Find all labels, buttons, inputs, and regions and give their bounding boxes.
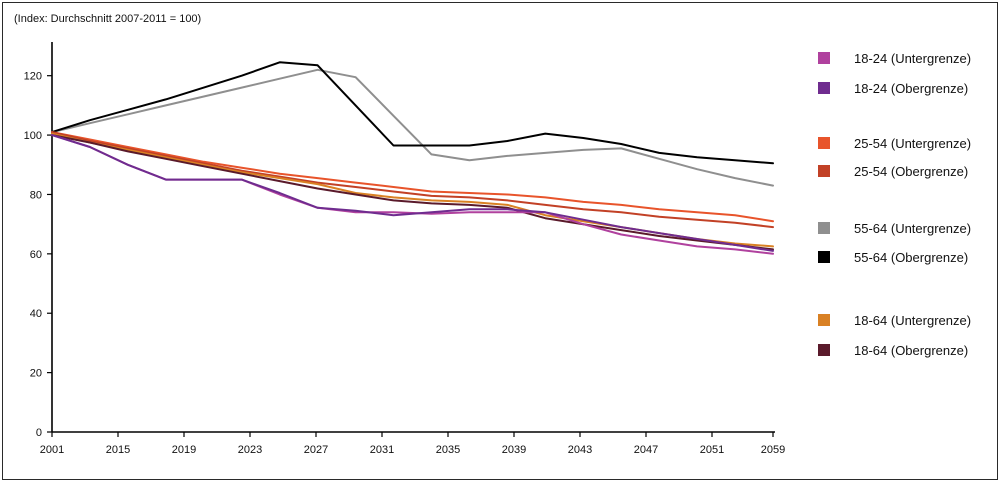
y-tick-label: 100 bbox=[24, 130, 42, 142]
legend-swatch bbox=[818, 82, 830, 94]
series-line-7 bbox=[51, 134, 774, 251]
legend-item: 25-54 (Obergrenze) bbox=[818, 163, 968, 179]
x-tick-label: 2051 bbox=[700, 444, 724, 456]
y-tick-label: 120 bbox=[24, 71, 42, 83]
legend-item: 18-64 (Untergrenze) bbox=[818, 312, 971, 328]
legend-label: 25-54 (Untergrenze) bbox=[854, 135, 972, 151]
chart-subtitle: (Index: Durchschnitt 2007-2011 = 100) bbox=[14, 13, 202, 25]
legend-swatch bbox=[818, 137, 830, 149]
y-tick-label: 20 bbox=[30, 368, 42, 380]
legend-swatch bbox=[818, 251, 830, 263]
series-line-1 bbox=[51, 134, 774, 252]
series-line-5 bbox=[51, 61, 774, 165]
series-line-3 bbox=[51, 131, 774, 229]
legend-item: 25-54 (Untergrenze) bbox=[818, 135, 971, 151]
legend-label: 55-64 (Untergrenze) bbox=[854, 220, 972, 236]
x-tick-label: 2031 bbox=[370, 444, 394, 456]
x-tick-label: 2019 bbox=[172, 444, 196, 456]
axes: 0 20 40 60 80 100 120 2001 2015 2019 2023 2027 2031 2… bbox=[24, 42, 785, 456]
x-tick-label: 2001 bbox=[40, 444, 64, 456]
series-layer bbox=[51, 61, 774, 255]
series-line-4 bbox=[51, 68, 774, 187]
x-tick-label: 2015 bbox=[106, 444, 130, 456]
legend-swatch bbox=[818, 314, 830, 326]
x-tick-label: 2043 bbox=[568, 444, 592, 456]
y-tick-label: 40 bbox=[30, 308, 42, 320]
legend-item: 55-64 (Untergrenze) bbox=[818, 220, 971, 236]
x-tick-label: 2027 bbox=[304, 444, 328, 456]
legend-swatch bbox=[818, 165, 830, 177]
legend-label: 18-64 (Obergrenze) bbox=[854, 342, 969, 358]
y-tick-label: 80 bbox=[30, 189, 42, 201]
legend-label: 18-64 (Untergrenze) bbox=[854, 312, 972, 328]
legend-item: 55-64 (Obergrenze) bbox=[818, 249, 968, 265]
legend-swatch bbox=[818, 344, 830, 356]
legend-label: 55-64 (Obergrenze) bbox=[854, 249, 969, 265]
y-tick-label: 0 bbox=[36, 427, 42, 439]
legend-label: 18-24 (Obergrenze) bbox=[854, 80, 969, 96]
series-line-2 bbox=[51, 131, 774, 223]
x-tick-label: 2035 bbox=[436, 444, 460, 456]
x-tick-label: 2039 bbox=[502, 444, 526, 456]
x-tick-label: 2059 bbox=[761, 444, 785, 456]
legend-label: 18-24 (Untergrenze) bbox=[854, 50, 972, 66]
legend-item: 18-24 (Untergrenze) bbox=[818, 50, 971, 66]
legend-item: 18-64 (Obergrenze) bbox=[818, 342, 968, 358]
legend-label: 25-54 (Obergrenze) bbox=[854, 163, 969, 179]
legend-swatch bbox=[818, 52, 830, 64]
legend-item: 18-24 (Obergrenze) bbox=[818, 80, 968, 96]
y-tick-label: 60 bbox=[30, 249, 42, 261]
x-tick-label: 2047 bbox=[634, 444, 658, 456]
x-tick-label: 2023 bbox=[238, 444, 262, 456]
legend-swatch bbox=[818, 222, 830, 234]
